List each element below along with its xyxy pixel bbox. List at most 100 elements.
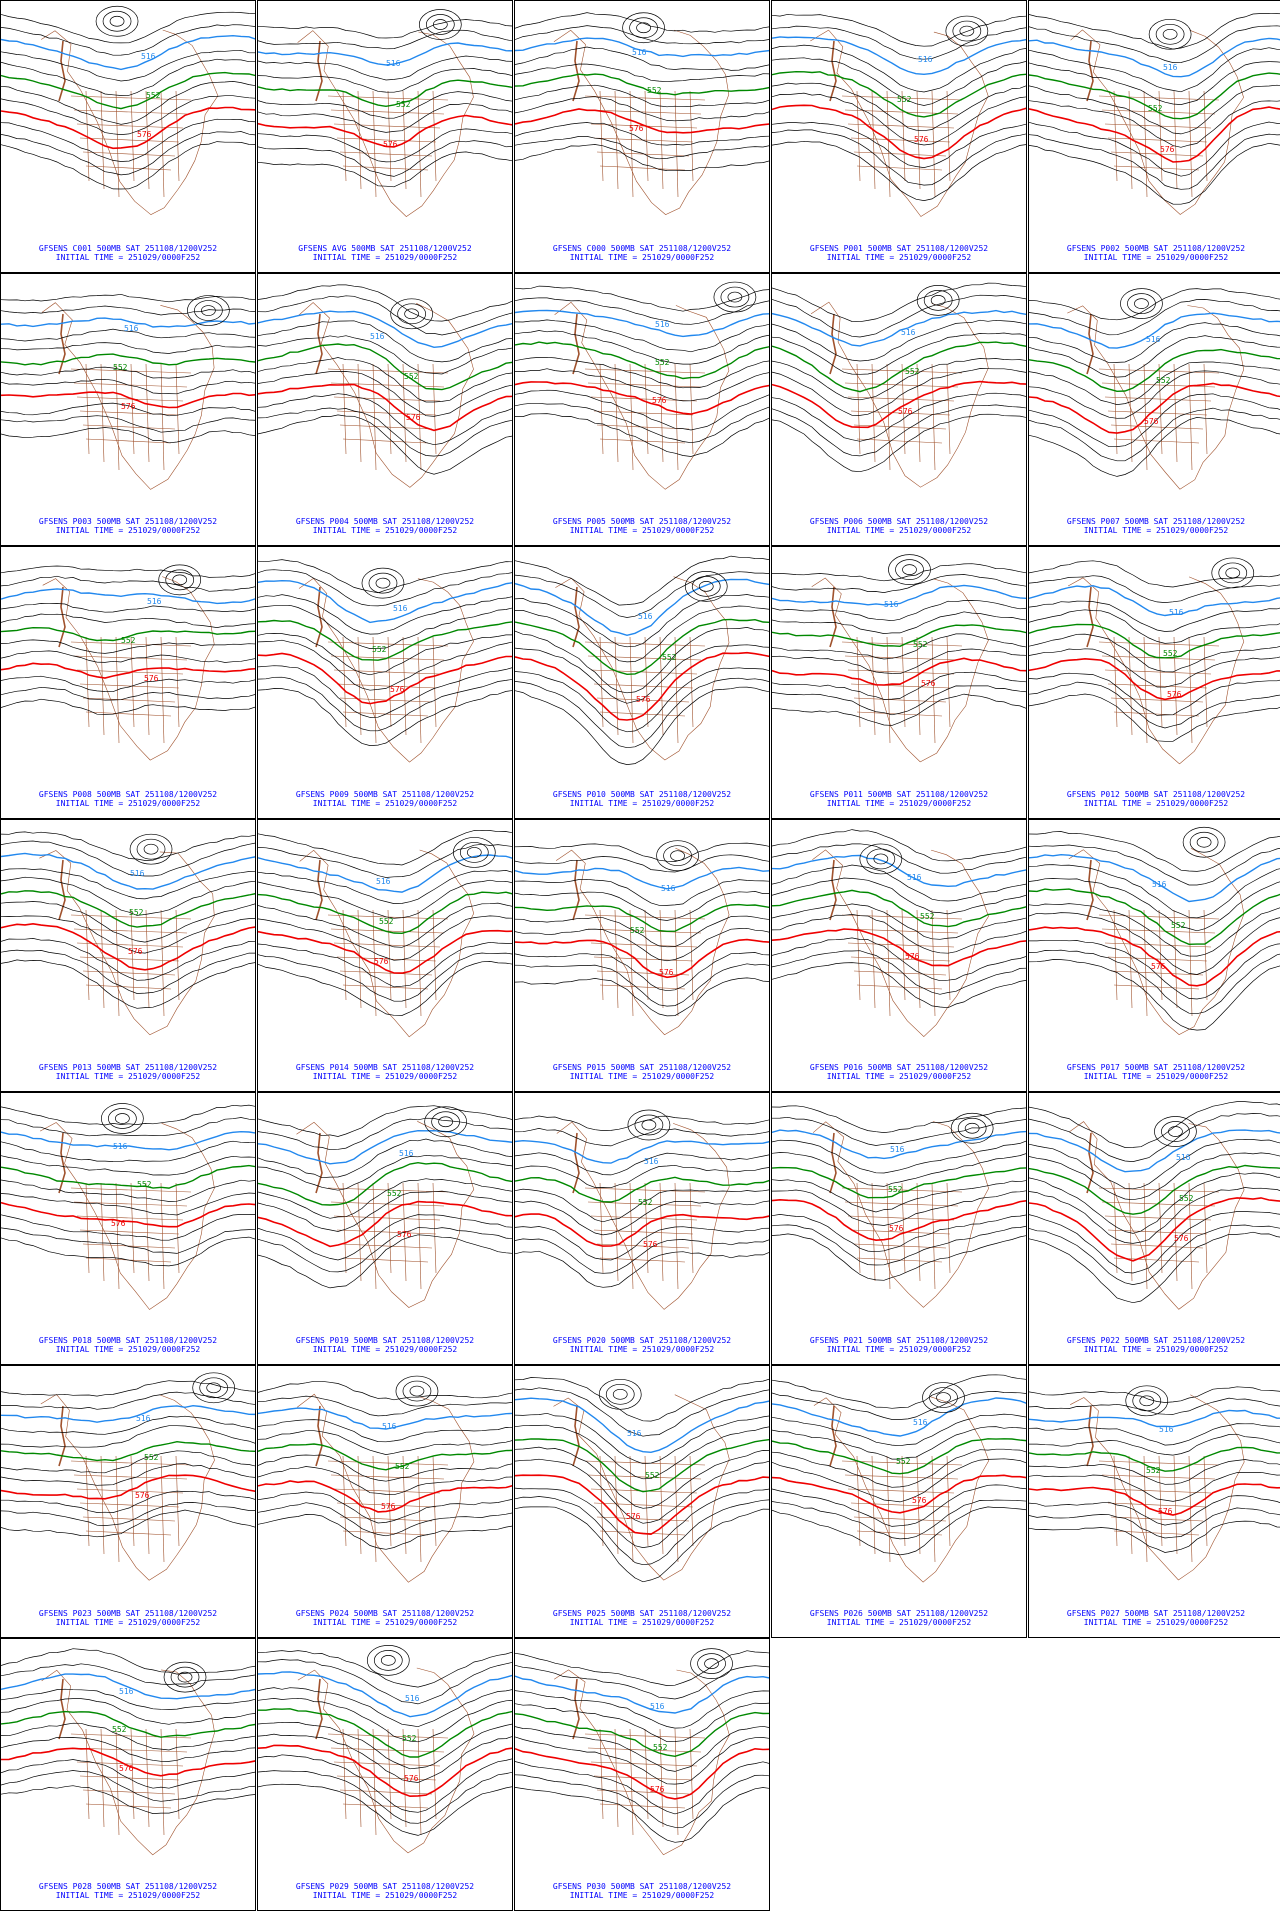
coastline-boundaries [40, 1394, 215, 1581]
contour-label: 576 [128, 947, 143, 956]
coastline-boundaries [810, 29, 989, 217]
panel-caption: GFSENS P022 500MB SAT 251108/1200V252 [1066, 1336, 1246, 1345]
height-contour-map: 516 552 576 [1, 1372, 255, 1581]
coastline-boundaries [555, 576, 730, 761]
ensemble-panel: 516 552 576 GFSENS C000 500MB SAT 251108/12… [514, 0, 770, 273]
coastline-boundaries [554, 301, 730, 490]
coastline-boundaries [1068, 847, 1245, 1035]
height-contour-map: 516 552 576 [1029, 1101, 1280, 1310]
ensemble-panel: 516 552 576 GFSENS P027 500MB SAT 251108/12… [1028, 1365, 1280, 1638]
initial-time-caption: INITIAL TIME = 251029/0000F252 [1083, 1072, 1229, 1081]
height-contours [258, 829, 512, 1016]
ensemble-panel: 516 552 576 GFSENS P016 500MB SAT 251108/12… [771, 819, 1027, 1092]
contour-label: 552 [387, 1189, 402, 1198]
height-contours [1, 1103, 255, 1267]
panel-caption: GFSENS P021 500MB SAT 251108/1200V252 [809, 1336, 989, 1345]
ensemble-panel: 516 552 576 GFSENS P025 500MB SAT 251108/12… [514, 1365, 770, 1638]
contour-label: 516 [918, 55, 933, 64]
coastline-boundaries [556, 1121, 730, 1310]
height-contours [772, 554, 1026, 726]
contour-label: 552 [653, 1743, 668, 1752]
ensemble-panel: 516 552 576 GFSENS P026 500MB SAT 251108/12… [771, 1365, 1027, 1638]
panel-caption: GFSENS P010 500MB SAT 251108/1200V252 [552, 790, 732, 799]
height-contours [258, 559, 512, 746]
height-contours [772, 13, 1026, 201]
contour-label: 552 [372, 645, 387, 654]
height-contours [772, 829, 1026, 1009]
height-contour-map: 516 552 576 [258, 1645, 512, 1854]
contour-label: 576 [650, 1785, 665, 1794]
contour-label: 516 [638, 612, 653, 621]
initial-time-caption: INITIAL TIME = 251029/0000F252 [826, 253, 972, 262]
initial-time-caption: INITIAL TIME = 251029/0000F252 [826, 1618, 972, 1627]
contour-label: 576 [905, 952, 920, 961]
height-contours [1029, 288, 1280, 477]
height-contours [1029, 1385, 1280, 1553]
height-contour-map: 516 552 576 [1, 564, 255, 761]
ensemble-panel: 516 552 576 GFSENS P020 500MB SAT 251108/12… [514, 1092, 770, 1365]
ensemble-panel: 516 552 576 GFSENS P007 500MB SAT 251108/12… [1028, 273, 1280, 546]
panel-caption: GFSENS P030 500MB SAT 251108/1200V252 [552, 1882, 732, 1891]
height-contour-map: 516 552 576 [515, 281, 769, 490]
contour-label: 552 [913, 640, 928, 649]
contour-label: 552 [129, 908, 144, 917]
coastline-boundaries [553, 29, 730, 215]
initial-time-caption: INITIAL TIME = 251029/0000F252 [55, 253, 201, 262]
height-contour-map: 516 552 576 [1, 1103, 255, 1310]
initial-time-caption: INITIAL TIME = 251029/0000F252 [1083, 253, 1229, 262]
contour-label: 516 [1169, 608, 1184, 617]
contour-label: 576 [135, 1491, 150, 1500]
contour-label: 516 [1176, 1153, 1191, 1162]
contour-label: 552 [645, 1471, 660, 1480]
panel-caption: GFSENS P011 500MB SAT 251108/1200V252 [809, 790, 989, 799]
ensemble-panel: 516 552 576 GFSENS P017 500MB SAT 251108/12… [1028, 819, 1280, 1092]
height-contours [258, 1375, 512, 1550]
height-contours [515, 12, 769, 172]
contour-label: 576 [629, 124, 644, 133]
initial-time-caption: INITIAL TIME = 251029/0000F252 [312, 526, 458, 535]
panel-caption: GFSENS P005 500MB SAT 251108/1200V252 [552, 517, 732, 526]
initial-time-caption: INITIAL TIME = 251029/0000F252 [312, 253, 458, 262]
contour-label: 516 [632, 48, 647, 57]
height-contour-map: 516 552 576 [258, 829, 512, 1038]
panel-caption: GFSENS P025 500MB SAT 251108/1200V252 [552, 1609, 732, 1618]
coastline-boundaries [41, 1669, 215, 1856]
contour-label: 576 [921, 679, 936, 688]
contour-label: 516 [130, 869, 145, 878]
ensemble-panel: 516 552 576 GFSENS C001 500MB SAT 251108/12… [0, 0, 256, 273]
contour-label: 576 [381, 1502, 396, 1511]
contour-label: 552 [1146, 1466, 1161, 1475]
contour-label: 552 [1156, 376, 1171, 385]
contour-label: 576 [889, 1224, 904, 1233]
height-contour-map: 516 552 576 [772, 554, 1026, 763]
contour-label: 576 [1167, 690, 1182, 699]
contour-label: 576 [383, 140, 398, 149]
initial-time-caption: INITIAL TIME = 251029/0000F252 [55, 1618, 201, 1627]
initial-time-caption: INITIAL TIME = 251029/0000F252 [55, 1891, 201, 1900]
panel-caption: GFSENS P004 500MB SAT 251108/1200V252 [295, 517, 475, 526]
ensemble-panel: 516 552 576 GFSENS P001 500MB SAT 251108/12… [771, 0, 1027, 273]
contour-label: 552 [137, 1180, 152, 1189]
height-contours [1, 564, 255, 715]
coastline-boundaries [1069, 1121, 1245, 1310]
height-contour-map: 516 552 576 [772, 1374, 1026, 1583]
panel-caption: GFSENS P026 500MB SAT 251108/1200V252 [809, 1609, 989, 1618]
contour-label: 552 [379, 917, 394, 926]
height-contour-map: 516 552 576 [1029, 13, 1280, 215]
coastline-boundaries [553, 1394, 730, 1581]
initial-time-caption: INITIAL TIME = 251029/0000F252 [312, 799, 458, 808]
height-contours [1029, 1101, 1280, 1304]
contour-label: 552 [638, 1198, 653, 1207]
contour-label: 516 [1152, 880, 1167, 889]
height-contours [258, 9, 512, 188]
height-contours [772, 282, 1026, 473]
coastline-boundaries [298, 302, 474, 488]
initial-time-caption: INITIAL TIME = 251029/0000F252 [569, 253, 715, 262]
ensemble-panel: 516 552 576 GFSENS P023 500MB SAT 251108/12… [0, 1365, 256, 1638]
height-contours [1, 293, 255, 444]
ensemble-panel: 516 552 576 GFSENS P014 500MB SAT 251108/12… [257, 819, 513, 1092]
contour-label: 516 [661, 884, 676, 893]
height-contours [515, 281, 769, 457]
contour-label: 516 [884, 600, 899, 609]
